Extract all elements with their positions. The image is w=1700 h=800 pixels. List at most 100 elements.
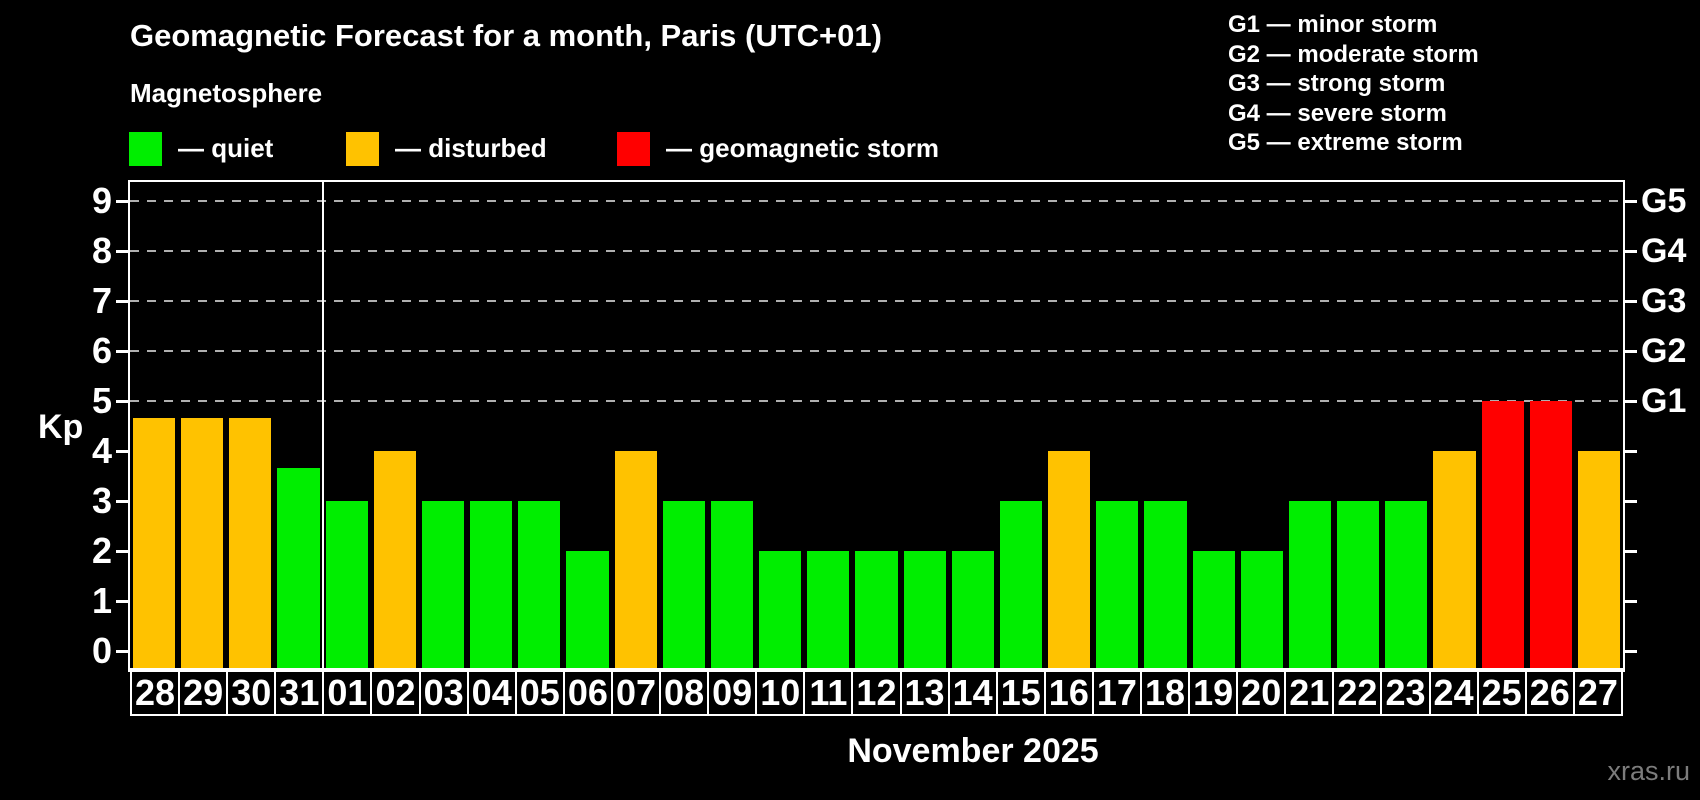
kp-bar-day-25	[1481, 401, 1524, 668]
day-label-05: 05	[514, 670, 565, 716]
y-tick-7	[116, 299, 130, 303]
day-label-13: 13	[899, 670, 950, 716]
kp-bar-day-10	[759, 551, 802, 668]
legend-item-quiet: — quiet	[129, 131, 273, 166]
y-tick-6	[116, 349, 130, 353]
day-axis: 28 29 30 31 01 02 03 04 05 06 07 08 09 10 11 12 13 14 15 16…	[130, 670, 1623, 716]
day-label-21: 21	[1284, 670, 1335, 716]
y-tick-label-8: 8	[91, 230, 112, 271]
day-label-10: 10	[755, 670, 806, 716]
y-tick-3	[116, 499, 130, 503]
chart-title: Geomagnetic Forecast for a month, Paris …	[130, 18, 882, 53]
y-tick-label-6: 6	[91, 330, 112, 371]
y-tick-4	[116, 449, 130, 453]
y-tick-label-5: 5	[91, 380, 112, 421]
day-label-07: 07	[610, 670, 662, 716]
day-label-18: 18	[1139, 670, 1191, 716]
day-label-12: 12	[851, 670, 902, 716]
kp-bar-day-22	[1337, 501, 1380, 668]
day-label-04: 04	[466, 670, 517, 716]
right-tick-5	[1623, 399, 1637, 403]
kp-bar-day-21	[1288, 501, 1332, 668]
day-label-20: 20	[1236, 670, 1287, 716]
y-tick-9	[116, 199, 130, 203]
gridline-kp8	[130, 250, 1623, 252]
y-tick-label-3: 3	[91, 480, 112, 521]
month-boundary-line	[321, 182, 324, 668]
right-tick-3	[1623, 499, 1637, 503]
day-label-24: 24	[1428, 670, 1479, 716]
gridline-kp6	[130, 350, 1623, 352]
kp-bar-day-24	[1433, 451, 1476, 668]
kp-bar-day-17	[1096, 501, 1139, 668]
gridline-kp7	[130, 300, 1623, 302]
kp-bar-day-30	[229, 417, 272, 668]
day-label-19: 19	[1188, 670, 1239, 716]
kp-bar-day-16	[1048, 451, 1091, 668]
g-level-label-g2: G2	[1641, 332, 1687, 370]
day-label-01: 01	[322, 670, 373, 716]
day-label-15: 15	[995, 670, 1046, 716]
g-level-label-g4: G4	[1641, 232, 1687, 270]
legend-item-storm: — geomagnetic storm	[617, 131, 939, 166]
day-label-31: 31	[274, 670, 325, 716]
day-label-11: 11	[803, 670, 854, 716]
day-label-02: 02	[370, 670, 421, 716]
storm-legend-label: — geomagnetic storm	[666, 133, 940, 163]
kp-bar-day-03	[421, 501, 465, 668]
day-label-27: 27	[1572, 670, 1623, 716]
y-tick-1	[116, 599, 130, 603]
right-tick-8	[1623, 249, 1637, 253]
kp-bar-day-29	[181, 417, 224, 668]
right-tick-9	[1623, 199, 1637, 203]
y-tick-0	[116, 649, 130, 653]
y-tick-label-7: 7	[91, 280, 112, 321]
disturbed-color-swatch	[346, 131, 379, 166]
kp-bar-day-08	[662, 501, 705, 668]
kp-bar-day-01	[325, 501, 368, 668]
g-level-label-g1: G1	[1641, 382, 1687, 420]
y-tick-label-9: 9	[91, 180, 112, 221]
right-tick-0	[1623, 649, 1637, 653]
g5-legend-line: G5 — extreme storm	[1228, 129, 1463, 156]
kp-axis-label: Kp	[38, 408, 84, 446]
kp-bar-day-07	[614, 451, 657, 668]
kp-bar-day-14	[951, 551, 994, 668]
legend-item-disturbed: — disturbed	[346, 131, 547, 166]
right-tick-2	[1623, 549, 1637, 553]
kp-bar-day-09	[710, 501, 754, 668]
kp-bar-day-31	[277, 467, 320, 668]
day-label-06: 06	[562, 670, 613, 716]
kp-bar-day-23	[1385, 501, 1428, 668]
kp-bar-day-28	[133, 417, 176, 668]
g-level-label-g5: G5	[1641, 182, 1687, 220]
kp-bar-day-18	[1144, 501, 1187, 668]
kp-bar-day-26	[1529, 401, 1572, 668]
kp-bar-day-13	[903, 551, 946, 668]
day-label-08: 08	[659, 670, 710, 716]
kp-bar-day-27	[1577, 451, 1620, 668]
kp-bar-day-12	[855, 551, 898, 668]
g2-legend-line: G2 — moderate storm	[1228, 40, 1479, 68]
day-label-26: 26	[1524, 670, 1575, 716]
y-tick-8	[116, 249, 130, 253]
storm-color-swatch	[617, 131, 650, 166]
right-tick-6	[1623, 349, 1637, 353]
kp-bar-day-06	[566, 551, 609, 668]
month-label: November 2025	[847, 732, 1099, 770]
right-tick-4	[1623, 449, 1637, 453]
day-label-22: 22	[1332, 670, 1383, 716]
day-label-17: 17	[1091, 670, 1142, 716]
day-label-03: 03	[418, 670, 469, 716]
g-level-label-g3: G3	[1641, 282, 1687, 320]
day-label-28: 28	[130, 670, 181, 716]
day-label-16: 16	[1043, 670, 1094, 716]
day-label-25: 25	[1476, 670, 1527, 716]
gridline-kp5	[130, 400, 1623, 402]
y-tick-5	[116, 399, 130, 403]
chart-subtitle: Magnetosphere	[130, 78, 323, 108]
g1-legend-line: G1 — minor storm	[1228, 11, 1438, 38]
kp-bar-day-20	[1240, 551, 1283, 668]
day-label-09: 09	[707, 670, 758, 716]
